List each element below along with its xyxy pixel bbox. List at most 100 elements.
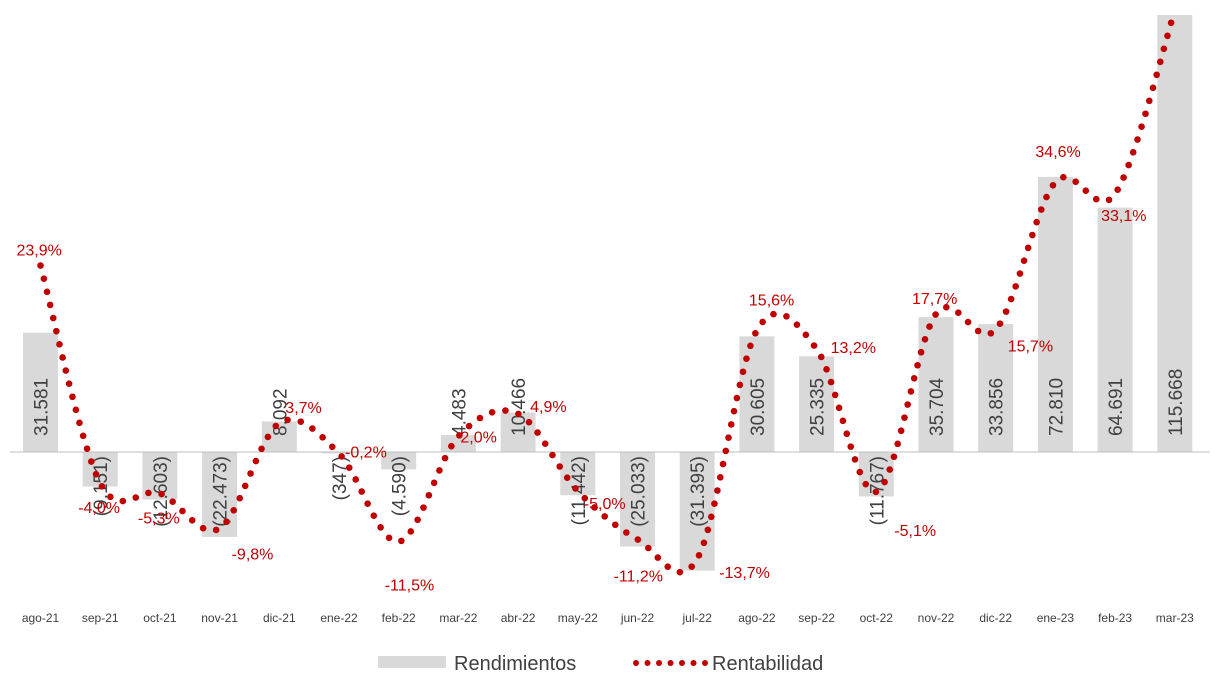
rentabilidad-dot — [802, 331, 810, 339]
x-tick-nov-22: nov-22 — [918, 611, 955, 625]
rentabilidad-dot — [1129, 149, 1137, 156]
rentabilidad-dot — [79, 432, 87, 440]
x-axis-ticks: ago-21 sep-21 oct-21 nov-21 dic-21 ene-22 feb-… — [22, 611, 1194, 625]
x-tick-abr-22: abr-22 — [501, 611, 536, 625]
x-tick-nov-21: nov-21 — [201, 611, 238, 625]
bar-sep-21 — [82, 452, 118, 487]
rentabilidad-dot — [515, 410, 522, 418]
pct-label-ago-21: 23,9% — [17, 243, 62, 260]
pct-label-sep-21: -4,0% — [78, 500, 120, 517]
bar-value-label: 115.668 — [1166, 369, 1187, 436]
rentabilidad-dot — [904, 401, 911, 408]
rentabilidad-dot — [996, 320, 1004, 327]
rentabilidad-dot — [856, 468, 864, 476]
rentabilidad-dot — [901, 414, 908, 421]
rentabilidad-dot — [1149, 84, 1157, 92]
rentabilidad-dot — [53, 327, 60, 335]
rentabilidad-dot — [1138, 123, 1145, 130]
pct-label-jun-22: -11,2% — [614, 568, 664, 585]
bar-mar-23 — [1157, 15, 1193, 452]
bar-value-label: (11.442) — [569, 456, 590, 525]
rentabilidad-dot — [743, 355, 750, 362]
rentabilidad-dot — [862, 480, 870, 488]
rentabilidad-dot — [49, 314, 57, 322]
x-tick-jun-22: jun-22 — [620, 611, 655, 625]
rentabilidad-dot — [309, 425, 316, 432]
pct-label-dic-22: 15,7% — [1008, 339, 1053, 356]
rentabilidad-dot — [1125, 161, 1132, 169]
rentabilidad-dot — [179, 507, 186, 515]
rentabilidad-dot — [1043, 193, 1050, 201]
rentabilidad-dot — [69, 393, 76, 401]
rentabilidad-dot — [441, 454, 449, 462]
x-tick-jul-22: jul-22 — [682, 611, 713, 625]
rentabilidad-dot — [328, 443, 336, 451]
rentabilidad-dot — [119, 497, 127, 505]
bar-nov-21 — [202, 452, 238, 537]
rentabilidad-dot — [921, 336, 929, 343]
rentabilidad-dot — [823, 366, 830, 373]
rentabilidad-dot — [704, 526, 712, 534]
pct-label-oct-22: -5,1% — [894, 523, 936, 540]
x-tick-dic-22: dic-22 — [979, 611, 1012, 625]
rentabilidad-dot — [581, 494, 589, 502]
legend-dot — [644, 660, 651, 666]
rentabilidad-dot — [711, 500, 718, 507]
pct-labels-group: 23,9%-4,0%-5,3%-9,8%3,7%-0,2%-11,5%2,0%4… — [17, 144, 1147, 595]
rentabilidad-dot — [488, 408, 496, 416]
rentabilidad-dot — [725, 434, 732, 441]
rentabilidad-dot — [358, 488, 366, 495]
bar-value-label: 4.483 — [449, 388, 470, 436]
pct-label-nov-21: -9,8% — [232, 546, 274, 563]
rentabilidad-dot — [872, 488, 880, 496]
rentabilidad-dot — [917, 348, 925, 356]
bar-value-label: 72.810 — [1046, 378, 1067, 436]
rentabilidad-dot — [72, 406, 80, 414]
rentabilidad-dot — [1164, 32, 1171, 40]
pct-label-may-22: -5,0% — [584, 496, 626, 513]
rentabilidad-dot — [37, 262, 44, 269]
bar-value-label: (25.033) — [629, 456, 650, 527]
x-tick-oct-22: oct-22 — [860, 611, 894, 625]
rentabilidad-dot — [572, 485, 579, 492]
pct-label-ene-22: -0,2% — [345, 445, 387, 462]
rentabilidad-dot — [1153, 71, 1160, 79]
x-tick-oct-21: oct-21 — [143, 611, 177, 625]
rentabilidad-dot — [525, 418, 533, 426]
legend-dot — [667, 660, 674, 666]
rentabilidad-dot — [223, 518, 230, 526]
rentabilidad-dot — [1049, 181, 1057, 189]
legend-label-rentabilidad: Rentabilidad — [712, 653, 823, 673]
legend-dot — [679, 660, 685, 666]
x-tick-dic-21: dic-21 — [263, 611, 296, 625]
pct-label-ago-22: 15,6% — [749, 292, 794, 309]
pct-label-feb-23: 33,1% — [1101, 208, 1146, 225]
pct-label-mar-22: 2,0% — [460, 429, 496, 446]
bar-ene-23 — [1037, 176, 1073, 452]
rentabilidad-dot — [199, 524, 207, 532]
rentabilidad-dot — [377, 524, 384, 531]
rentabilidad-dot — [385, 534, 393, 542]
rentabilidad-dot — [549, 451, 556, 459]
rentabilidad-dot — [714, 487, 721, 494]
rentabilidad-dot — [716, 474, 724, 481]
rentabilidad-dot — [1002, 308, 1010, 315]
rentabilidad-dot — [319, 434, 326, 441]
rentabilidad-dot — [897, 427, 905, 435]
rentabilidad-dot — [827, 378, 835, 386]
rentabilidad-dot — [890, 453, 898, 461]
rentabilidad-dot — [43, 288, 51, 296]
rentabilidad-dot — [430, 479, 438, 487]
x-tick-mar-22: mar-22 — [439, 611, 477, 625]
rentabilidad-dot — [92, 470, 100, 478]
rentabilidad-dot — [258, 445, 265, 453]
rentabilidad-dot — [645, 544, 652, 552]
rentabilidad-dot — [476, 414, 484, 422]
rentabilidad-dot — [456, 432, 463, 439]
rentabilidad-dot — [83, 445, 91, 453]
rentabilidad-dot — [46, 301, 54, 309]
bar-ago-21 — [23, 332, 58, 452]
rentabilidad-dot — [695, 552, 703, 559]
rentabilidad-dot — [352, 476, 359, 483]
rentabilidad-dot — [59, 354, 66, 361]
